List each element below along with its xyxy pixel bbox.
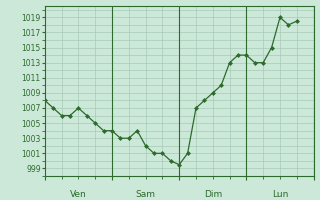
Text: Lun: Lun: [272, 190, 288, 199]
Text: Ven: Ven: [70, 190, 87, 199]
Text: Sam: Sam: [136, 190, 156, 199]
Text: Dim: Dim: [204, 190, 222, 199]
